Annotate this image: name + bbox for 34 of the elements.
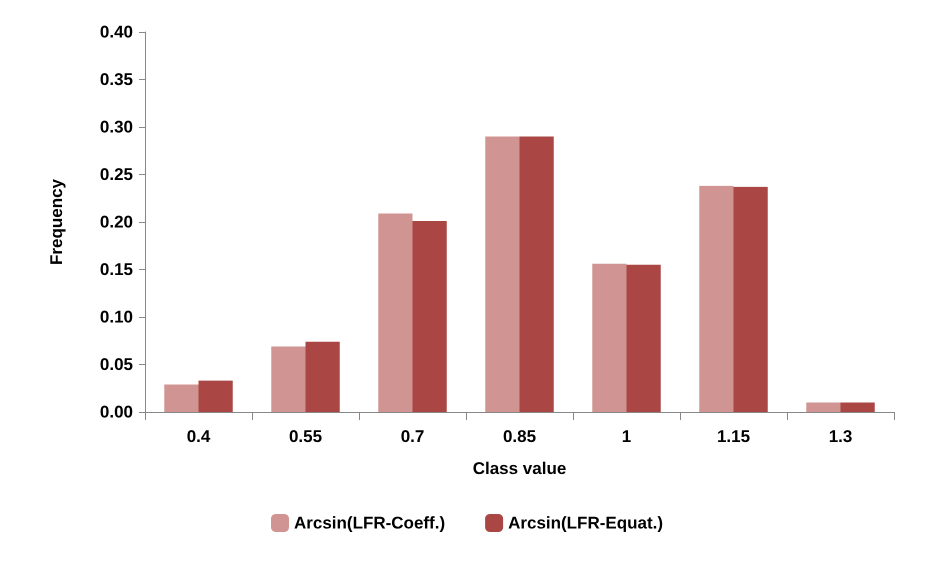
- bar: [699, 186, 734, 412]
- y-tick-label: 0.30: [100, 118, 133, 136]
- x-tick-label: 1.15: [716, 427, 750, 446]
- y-axis-title: Frequency: [47, 178, 66, 265]
- bar: [592, 264, 626, 412]
- y-tick-label: 0.20: [100, 212, 133, 232]
- bar: [271, 346, 306, 412]
- y-tick-label: 0.00: [100, 402, 133, 422]
- bar: [840, 402, 875, 412]
- x-tick-label: 0.55: [288, 427, 322, 446]
- y-tick-label: 0.10: [100, 308, 133, 326]
- bar: [485, 136, 520, 412]
- x-tick-label: 0.4: [186, 427, 211, 446]
- legend-label: Arcsin(LFR-Coeff.): [294, 514, 446, 532]
- x-tick-label: 1: [622, 427, 632, 446]
- bar: [520, 136, 554, 412]
- bar: [378, 213, 412, 412]
- x-tick-label: 0.85: [502, 427, 536, 446]
- y-tick-label: 0.25: [100, 165, 133, 184]
- x-tick-label: 1.3: [828, 427, 852, 446]
- bar: [734, 186, 768, 412]
- y-tick-label: 0.05: [100, 355, 133, 374]
- x-tick-label: 0.7: [400, 427, 424, 446]
- x-axis-title: Class value: [472, 459, 566, 478]
- bar: [806, 402, 840, 412]
- bar: [198, 380, 233, 412]
- bar: [164, 384, 198, 412]
- bar: [412, 221, 447, 412]
- legend-label: Arcsin(LFR-Equat.): [508, 514, 663, 532]
- y-tick-label: 0.15: [100, 260, 133, 279]
- bar: [626, 264, 661, 412]
- bar: [306, 342, 340, 412]
- y-tick-label: 0.35: [100, 70, 133, 89]
- y-tick-label: 0.40: [100, 22, 133, 42]
